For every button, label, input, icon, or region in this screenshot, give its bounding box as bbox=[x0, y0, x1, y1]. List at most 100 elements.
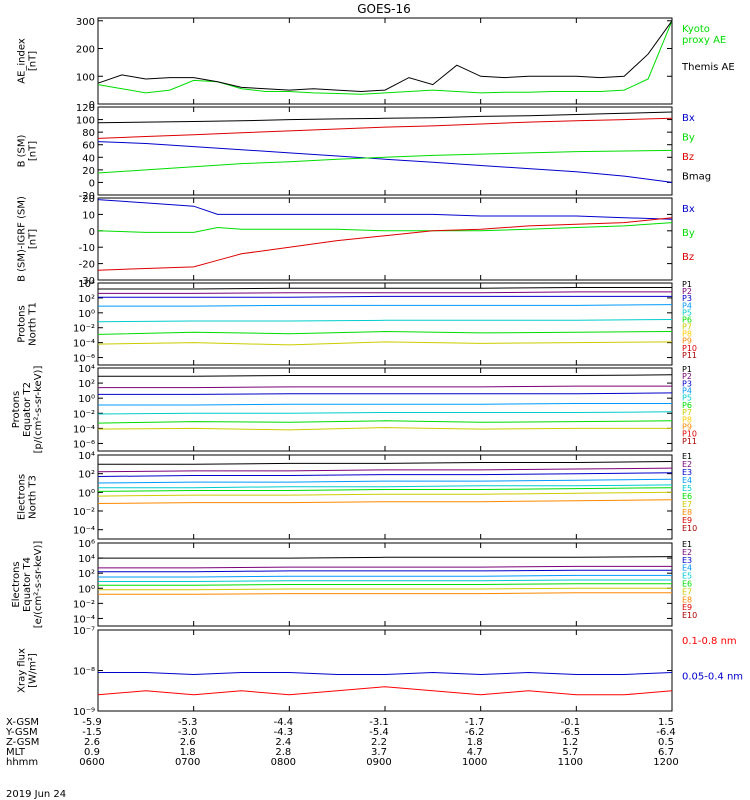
legend-entry: E1 bbox=[682, 540, 692, 549]
series-line-p7 bbox=[97, 341, 673, 346]
series-line-p5 bbox=[97, 319, 673, 323]
x-axis-value: 4.7 bbox=[467, 747, 483, 758]
x-axis-value: 2.2 bbox=[371, 737, 387, 748]
x-axis-value: 0600 bbox=[79, 757, 104, 768]
y-axis-label: B (SM)[nT] bbox=[17, 134, 39, 167]
x-axis-value: -0.1 bbox=[561, 717, 581, 728]
y-tick-label: 10⁻⁴ bbox=[73, 339, 95, 350]
x-axis-value: 2.6 bbox=[84, 737, 100, 748]
legend-entry: Bz bbox=[682, 152, 694, 163]
legend-entry: Bx bbox=[682, 113, 695, 124]
x-axis-row-label: X-GSM bbox=[6, 717, 39, 728]
x-axis-value: -4.3 bbox=[274, 727, 294, 738]
legend-entry: P10 bbox=[682, 430, 697, 439]
y-tick-label: 200 bbox=[76, 45, 95, 56]
legend-entry: P6 bbox=[682, 401, 692, 410]
y-axis-label: ProtonsNorth T1 bbox=[17, 302, 39, 346]
legend-entry: P9 bbox=[682, 337, 692, 346]
series-line-e7 bbox=[97, 491, 673, 497]
y-tick-label: 10² bbox=[78, 569, 95, 580]
legend-entry: P10 bbox=[682, 344, 697, 353]
series-line-e5 bbox=[98, 579, 672, 582]
legend-entry: P7 bbox=[682, 408, 692, 417]
legend-entry: E7 bbox=[682, 587, 692, 596]
x-axis-value: 2.4 bbox=[275, 737, 291, 748]
legend-entry: P5 bbox=[682, 308, 692, 317]
y-tick-label: 10⁻⁹ bbox=[73, 707, 95, 718]
x-axis-value: -6.5 bbox=[561, 727, 581, 738]
series-line-e1 bbox=[98, 556, 673, 559]
y-tick-label: 10⁻⁶ bbox=[73, 354, 95, 365]
series-line-0-05-0-4-nm bbox=[98, 671, 673, 676]
legend-entry: P4 bbox=[682, 387, 692, 396]
y-tick-label: 10⁻² bbox=[73, 599, 95, 610]
legend-entry: E7 bbox=[682, 500, 692, 509]
legend-entry: Kyoto proxy AE bbox=[682, 24, 726, 46]
legend-entry: P3 bbox=[682, 379, 692, 388]
legend-entry: E3 bbox=[682, 468, 692, 477]
panel-4: 10⁴ 10² 10⁰ 10⁻² 10⁻⁴ 10⁻⁶ ProtonsNorth T1 P1P2… bbox=[17, 279, 697, 366]
legend-entry: E9 bbox=[682, 516, 692, 525]
y-tick-label: 0 bbox=[89, 227, 95, 238]
series-line-e3 bbox=[98, 569, 672, 573]
panel-8: 10⁻⁷ 10⁻⁸ 10⁻⁹ Xray flux[W/m²] 0.1-0.8 nm 0.0… bbox=[17, 626, 744, 718]
series-line-0-1-0-8-nm bbox=[97, 686, 673, 696]
y-axis-label: ProtonsEquator T2[p/(cm²-s-sr-keV)] bbox=[11, 366, 44, 454]
legend-entry: P11 bbox=[682, 437, 697, 446]
y-tick-label: -30 bbox=[79, 276, 95, 287]
series-line-p6 bbox=[97, 330, 673, 335]
y-axis-label: ElectronsNorth T3 bbox=[17, 474, 39, 520]
panel-3: -30 -20 -10 0 10 20 B (SM)-IGRF (SM)[nT] Bx By Bz bbox=[17, 194, 695, 287]
panel-frame bbox=[97, 454, 673, 540]
series-line-e4 bbox=[98, 574, 672, 578]
x-axis-value: -4.4 bbox=[274, 717, 294, 728]
y-axis-label: Xray flux[W/m²] bbox=[17, 648, 39, 693]
y-axis-label: AE_index[nT] bbox=[17, 38, 39, 84]
legend-entry: E8 bbox=[682, 508, 692, 517]
legend-entry: E6 bbox=[682, 580, 692, 589]
series-line-by bbox=[97, 222, 673, 233]
series-line-bx bbox=[97, 141, 673, 183]
series-line-themis-ae bbox=[97, 20, 673, 93]
series-line-e4 bbox=[97, 478, 673, 484]
y-tick-label: 10⁻² bbox=[73, 507, 95, 518]
y-tick-label: 60 bbox=[82, 141, 95, 152]
legend-entry: E1 bbox=[682, 452, 692, 461]
legend-entry: E5 bbox=[682, 484, 692, 493]
y-axis-label: ElectronsEquator T4[e/(cm²-s-sr-keV)] bbox=[11, 541, 44, 629]
series-line-e6 bbox=[98, 583, 672, 586]
y-tick-label: 100 bbox=[76, 72, 95, 83]
legend-entry: P6 bbox=[682, 315, 692, 324]
y-tick-label: 10⁻² bbox=[73, 409, 95, 420]
y-axis-label: B (SM)-IGRF (SM)[nT] bbox=[17, 196, 39, 282]
legend-entry: P4 bbox=[682, 301, 692, 310]
x-axis-value: 0800 bbox=[271, 757, 296, 768]
x-axis-value: 5.7 bbox=[562, 747, 578, 758]
legend-entry: P9 bbox=[682, 422, 692, 431]
legend-entry: E9 bbox=[682, 603, 692, 612]
y-tick-label: 10⁴ bbox=[78, 279, 95, 290]
y-tick-label: 10⁻² bbox=[73, 324, 95, 335]
panel-frame bbox=[97, 367, 673, 452]
legend-entry: E2 bbox=[682, 548, 692, 557]
legend-entry: P8 bbox=[682, 330, 692, 339]
panel-frame bbox=[97, 629, 673, 712]
panel-6: 10⁴ 10² 10⁰ 10⁻² 10⁻⁴ ElectronsNorth T3 E1E2E3… bbox=[17, 451, 697, 540]
x-axis-value: 1000 bbox=[462, 757, 487, 768]
y-tick-label: 20 bbox=[82, 194, 95, 205]
x-axis-value: 1.5 bbox=[658, 717, 674, 728]
legend-entry: Bx bbox=[682, 204, 695, 215]
y-tick-label: 10² bbox=[78, 470, 95, 481]
y-tick-label: 10⁴ bbox=[78, 364, 95, 375]
legend-entry: P3 bbox=[682, 294, 692, 303]
y-tick-label: 10⁻⁶ bbox=[73, 439, 95, 450]
legend-entry: Bz bbox=[682, 252, 694, 263]
series-line-p2 bbox=[98, 385, 672, 389]
y-tick-label: 20 bbox=[82, 166, 95, 177]
y-tick-label: 10⁶ bbox=[78, 539, 95, 550]
y-tick-label: 10⁻⁴ bbox=[73, 526, 95, 537]
legend-entry: E10 bbox=[682, 524, 697, 533]
